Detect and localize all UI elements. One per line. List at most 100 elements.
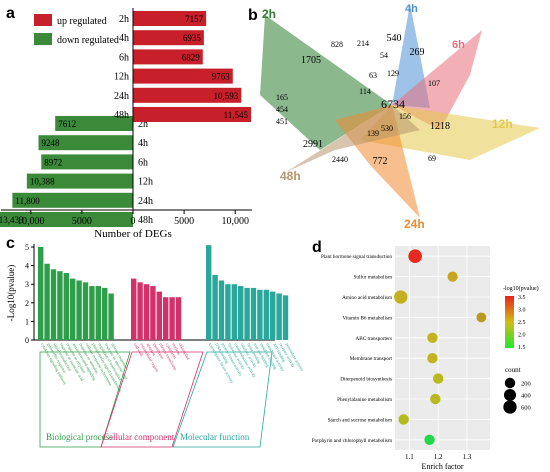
go-bar-0-5 xyxy=(70,278,76,340)
go-bar-2-11 xyxy=(276,293,282,340)
size-legend-dot-1 xyxy=(503,388,517,402)
pathway-label-9: Porphyrin and chlorophyll metabolism xyxy=(312,438,392,444)
venn-count-14: 156 xyxy=(399,112,411,121)
venn-set-label-12h: 12h xyxy=(492,117,513,131)
category-label-up-6h: 6h xyxy=(119,52,129,63)
x-tick-label-2: 1.3 xyxy=(463,453,472,461)
plot-background xyxy=(395,246,490,450)
panel-d-kegg-bubble-chart: Plant hormone signal transduction Sulfur … xyxy=(312,246,539,471)
go-bar-1-6 xyxy=(169,297,175,340)
go-bar-1-7 xyxy=(175,297,182,340)
bubble-9 xyxy=(424,434,435,445)
go-bar-2-1 xyxy=(212,274,218,340)
go-term-label-1-0: cell wall xyxy=(133,342,145,358)
x-axis-title: Enrich factor xyxy=(422,462,464,471)
venn-count-7: 129 xyxy=(387,69,399,78)
y-tick-label-3: 3 xyxy=(25,280,29,289)
go-group-bracket-1 xyxy=(100,351,204,448)
panel-a-label: a xyxy=(6,5,15,22)
category-label-up-24h: 24h xyxy=(114,91,129,102)
x-tick-label-0: 1.1 xyxy=(405,453,414,461)
venn-count-3: 828 xyxy=(331,40,343,49)
go-bar-2-2 xyxy=(218,280,225,340)
colorbar-tick-3: 2.0 xyxy=(518,333,526,339)
venn-count-9: 114 xyxy=(359,87,371,96)
venn-count-18: 2991 xyxy=(303,139,323,150)
go-group-label-2: Molecular function xyxy=(180,432,250,442)
x-tick-label-1: 5000 xyxy=(72,216,92,227)
category-label-down-48h: 48h xyxy=(138,215,153,226)
y-tick-label-1: 1 xyxy=(25,317,29,326)
venn-count-16: 139 xyxy=(367,129,379,138)
venn-count-12: 454 xyxy=(276,105,288,114)
go-bar-2-7 xyxy=(250,287,257,340)
venn-count-8: 107 xyxy=(428,79,440,88)
go-bar-0-4 xyxy=(63,273,69,340)
panel-c-label: c xyxy=(6,235,15,252)
size-legend-dot-2 xyxy=(503,400,517,414)
go-group-label-0: Biological process xyxy=(46,432,113,442)
bar-value-down-12h: 10,388 xyxy=(30,177,55,187)
go-term-label-1-2: apoplast xyxy=(146,342,158,357)
venn-set-6h xyxy=(392,30,482,130)
venn-set-label-48h: 48h xyxy=(280,169,301,183)
x-tick-label-3: 5000 xyxy=(174,216,194,227)
pathway-label-2: Amino acid metabolism xyxy=(342,295,392,301)
colorbar xyxy=(505,296,514,348)
colorbar-title: -log10(pvalue) xyxy=(503,285,539,292)
go-bar-0-2 xyxy=(50,269,57,340)
category-label-down-6h: 6h xyxy=(138,157,148,168)
go-bar-0-9 xyxy=(95,286,101,340)
y-axis-title: -Log10(pvalue) xyxy=(6,265,16,321)
category-label-down-12h: 12h xyxy=(138,177,153,188)
bar-value-down-4h: 9248 xyxy=(41,138,60,148)
bar-value-up-48h: 11,545 xyxy=(224,110,249,120)
go-bar-1-2 xyxy=(143,284,150,340)
go-group-label-1: Cellular component xyxy=(103,432,175,442)
go-bar-2-4 xyxy=(231,284,237,340)
venn-set-label-4h: 4h xyxy=(405,3,418,15)
x-tick-label-4: 10,000 xyxy=(221,216,249,227)
size-legend-dot-0 xyxy=(504,377,516,389)
go-bar-2-8 xyxy=(257,289,263,340)
go-bar-0-6 xyxy=(76,280,82,340)
pathway-label-4: ABC transporters xyxy=(356,336,392,342)
go-bar-2-3 xyxy=(225,284,231,340)
bubble-8 xyxy=(398,414,409,425)
category-label-up-48h: 48h xyxy=(114,110,129,121)
pathway-label-1: Sulfur metabolism xyxy=(354,274,392,281)
go-bar-1-1 xyxy=(137,282,143,340)
y-tick-label-2: 2 xyxy=(25,299,29,308)
bar-down-4h xyxy=(38,135,133,151)
venn-count-6: 54 xyxy=(380,51,388,60)
bubble-0 xyxy=(408,249,422,263)
venn-count-15: 1218 xyxy=(430,121,450,132)
go-bar-2-0 xyxy=(206,245,212,340)
venn-set-label-6h: 6h xyxy=(452,39,465,51)
category-label-up-12h: 12h xyxy=(114,72,129,83)
legend-swatch-down xyxy=(34,33,52,45)
venn-count-0: 540 xyxy=(387,33,402,44)
pathway-label-5: Membrane transport xyxy=(350,356,393,362)
bar-value-up-12h: 9763 xyxy=(212,72,231,82)
category-label-up-2h: 2h xyxy=(119,14,129,25)
pathway-label-8: Starch and sucrose metabolism xyxy=(328,417,392,423)
bubble-6 xyxy=(432,373,444,384)
y-tick-label-4: 4 xyxy=(25,262,29,271)
venn-count-13: 451 xyxy=(276,117,288,126)
venn-count-20: 772 xyxy=(373,156,388,167)
venn-count-17: 530 xyxy=(381,124,393,133)
size-legend-label-1: 400 xyxy=(521,393,531,400)
venn-set-48h xyxy=(286,105,420,172)
go-bar-2-10 xyxy=(270,291,276,340)
go-bar-0-8 xyxy=(89,286,95,340)
bar-down-24h xyxy=(12,192,133,208)
bar-down-2h xyxy=(55,116,133,131)
bar-up-2h xyxy=(133,11,207,26)
pathway-label-3: Vitamin B6 metabolism xyxy=(342,315,392,321)
go-term-label-1-6: nucleus xyxy=(171,342,182,356)
go-bar-2-6 xyxy=(244,287,250,340)
venn-count-2: 269 xyxy=(410,47,425,58)
colorbar-tick-2: 2.5 xyxy=(518,320,526,326)
